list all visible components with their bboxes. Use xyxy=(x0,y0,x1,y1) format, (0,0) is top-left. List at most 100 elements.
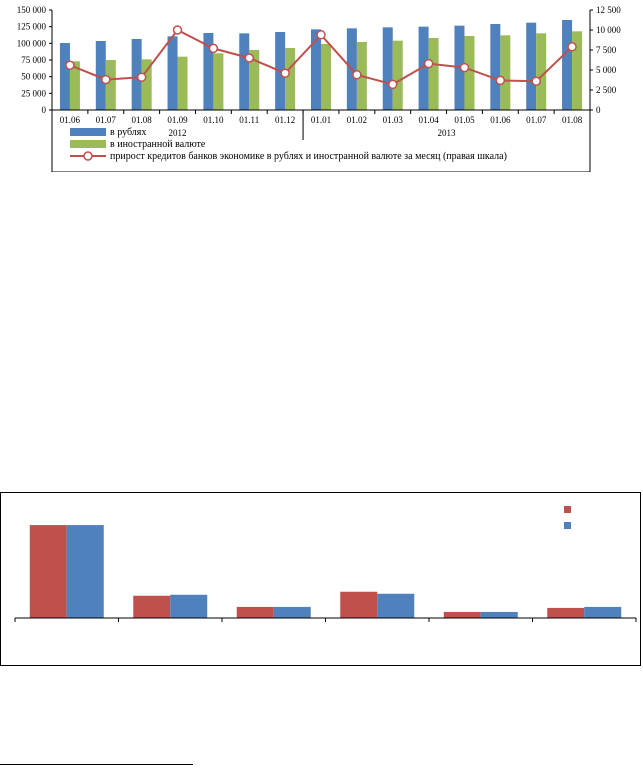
line-point xyxy=(65,60,75,70)
line-point xyxy=(459,62,470,73)
group-label: 2013 xyxy=(438,128,457,138)
right-tick-label: 10 000 xyxy=(596,25,621,35)
line-point xyxy=(567,42,577,52)
x-tick-label: 01.04 xyxy=(418,115,439,125)
x-tick-label: 01.06 xyxy=(490,115,511,125)
chart-legend xyxy=(564,506,571,529)
x-tick-label: 01.02 xyxy=(347,115,367,125)
left-tick-label: 50 000 xyxy=(21,72,46,82)
bar xyxy=(285,48,296,110)
x-axis: 01.06 01.07 01.08 01.09 01.10 01.11 01.12 01.01… xyxy=(51,109,591,172)
bar xyxy=(59,43,70,110)
line-point xyxy=(136,72,147,82)
right-y-axis: 0 2 500 5 000 7 500 10 000 12 500 xyxy=(589,5,621,115)
x-tick-label: 01.09 xyxy=(167,115,188,125)
bar xyxy=(377,593,415,618)
x-tick-label: 01.12 xyxy=(275,115,295,125)
line-layer xyxy=(65,25,577,90)
bar xyxy=(562,20,573,110)
legend-label: в иностранной валюте xyxy=(110,139,206,150)
right-tick-label: 2 500 xyxy=(596,85,617,95)
line-point xyxy=(495,75,506,86)
bar xyxy=(213,53,224,110)
legend-label: прирост кредитов банков экономике в рубл… xyxy=(110,151,507,162)
bar xyxy=(490,24,501,110)
x-tick-label: 01.10 xyxy=(203,115,224,125)
bar xyxy=(203,33,214,110)
footnote-separator xyxy=(0,764,193,765)
line-point xyxy=(101,74,111,85)
x-tick-label: 01.01 xyxy=(311,115,331,125)
x-tick-label: 01.06 xyxy=(60,115,81,125)
line-point xyxy=(208,43,219,54)
bar xyxy=(249,50,260,110)
bar xyxy=(105,60,116,110)
bar xyxy=(177,56,188,110)
bar xyxy=(170,594,208,618)
bar xyxy=(572,31,583,110)
bar xyxy=(500,35,511,111)
legend-marker xyxy=(83,151,93,161)
bar xyxy=(382,27,393,110)
legend-swatch xyxy=(564,506,571,513)
x-tick-label: 01.08 xyxy=(132,115,153,125)
bar xyxy=(29,525,67,618)
bar xyxy=(321,44,331,110)
bar xyxy=(480,611,518,618)
line-point xyxy=(352,70,362,80)
x-tick-label: 01.03 xyxy=(383,115,404,125)
right-tick-label: 0 xyxy=(596,105,601,115)
bar xyxy=(584,606,622,618)
bar xyxy=(526,22,537,111)
bar xyxy=(95,41,106,110)
line-point xyxy=(316,30,326,40)
bar xyxy=(133,595,171,618)
comparison-chart xyxy=(14,506,637,622)
x-tick-label: 01.07 xyxy=(526,115,547,125)
left-y-axis: 0 25 000 50 000 75 000 100 000 125 000 150 000 xyxy=(17,5,53,115)
bar xyxy=(443,611,481,618)
bars-layer xyxy=(29,525,622,618)
right-tick-label: 5 000 xyxy=(596,65,617,75)
legend-swatch xyxy=(70,140,106,148)
left-tick-label: 150 000 xyxy=(17,5,47,15)
x-tick-label: 01.11 xyxy=(239,115,259,125)
bar xyxy=(547,607,585,618)
bar xyxy=(141,59,152,110)
bar xyxy=(236,606,274,618)
bar xyxy=(167,36,178,111)
left-tick-label: 125 000 xyxy=(17,22,47,32)
group-label: 2012 xyxy=(169,128,187,138)
bar xyxy=(464,36,475,110)
left-tick-label: 75 000 xyxy=(21,55,46,65)
line-point xyxy=(172,25,183,35)
left-tick-label: 25 000 xyxy=(21,88,46,98)
bar xyxy=(418,26,429,111)
left-tick-label: 0 xyxy=(42,105,47,115)
bar xyxy=(273,606,311,618)
bar xyxy=(239,33,250,111)
bar xyxy=(131,39,142,110)
legend-swatch xyxy=(70,128,106,136)
line-point xyxy=(423,58,434,69)
x-tick-label: 01.07 xyxy=(96,115,117,125)
line-point xyxy=(244,53,255,63)
x-tick-label: 01.08 xyxy=(562,115,583,125)
line-point xyxy=(280,68,290,78)
comparison-chart-frame xyxy=(0,492,641,666)
bar xyxy=(66,525,104,618)
loans-chart: 0 25 000 50 000 75 000 100 000 125 000 150 000… xyxy=(17,5,621,172)
bar xyxy=(69,61,80,110)
line-point xyxy=(531,76,541,86)
x-tick-label: 01.05 xyxy=(454,115,475,125)
left-tick-label: 100 000 xyxy=(17,38,47,48)
right-tick-label: 12 500 xyxy=(596,5,621,15)
bar xyxy=(428,38,439,110)
x-axis xyxy=(14,617,637,622)
bar xyxy=(536,33,547,111)
right-tick-label: 7 500 xyxy=(596,45,617,55)
line-point xyxy=(387,79,398,90)
legend-swatch xyxy=(564,522,571,529)
bar xyxy=(311,29,321,110)
